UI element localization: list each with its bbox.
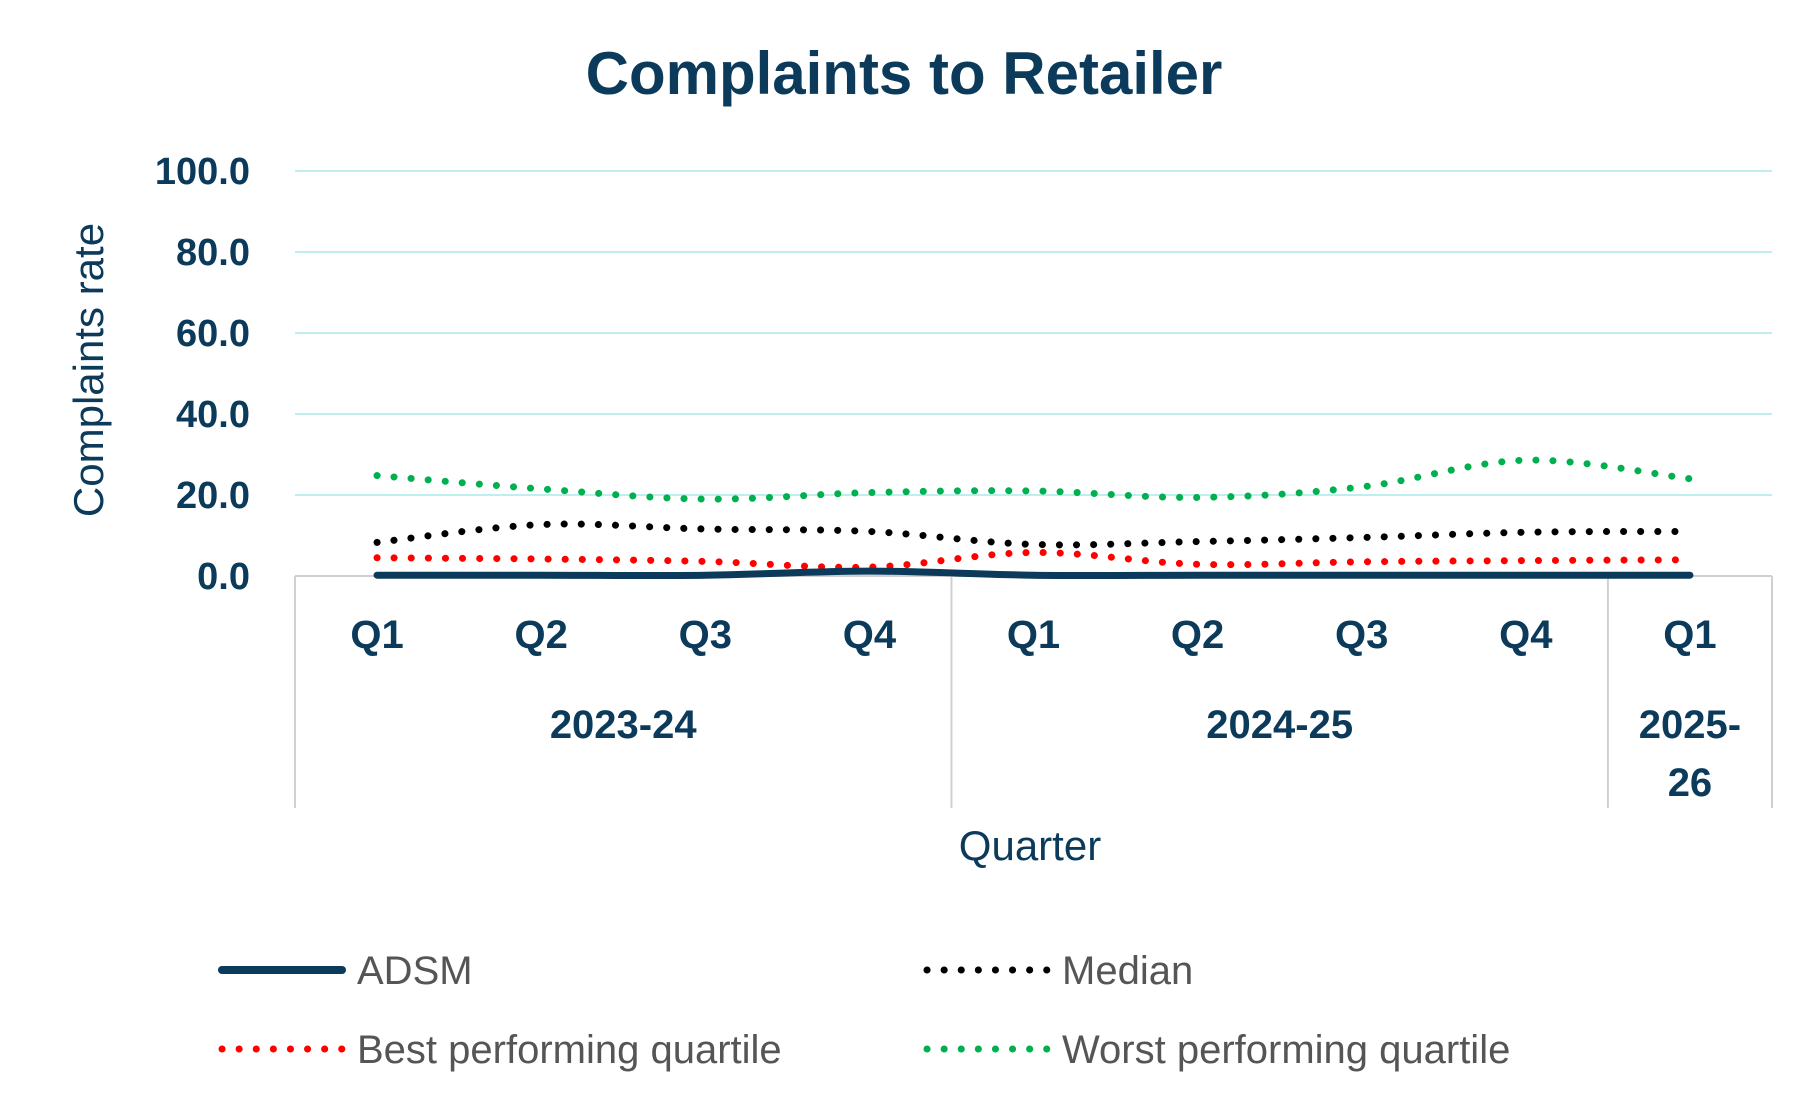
x-tick-label: Q1 (350, 613, 403, 657)
gridlines (295, 170, 1772, 577)
y-tick-label: 100.0 (155, 151, 250, 193)
x-tick-label: Q2 (514, 613, 567, 657)
series-lines (373, 456, 1694, 579)
chart-title: Complaints to Retailer (586, 40, 1223, 107)
x-axis: Q1 Q2 Q3 Q4 Q1 Q2 Q3 Q4 Q1 2023-24 2024-25 2025- 26 (294, 576, 1773, 808)
y-tick-label: 80.0 (176, 232, 250, 274)
legend-label: Best performing quartile (357, 1028, 782, 1072)
x-group-label: 2024-25 (1206, 703, 1353, 747)
series-line-adsm (373, 567, 1694, 579)
y-tick-label: 60.0 (176, 313, 250, 355)
x-group-label: 26 (1668, 761, 1713, 805)
legend-label: Median (1062, 949, 1193, 993)
x-tick-label: Q4 (1499, 613, 1553, 657)
x-group-label: 2023-24 (550, 703, 698, 747)
y-axis-ticks: 100.0 80.0 60.0 40.0 20.0 0.0 (155, 151, 250, 598)
x-tick-label: Q3 (679, 613, 732, 657)
series-line-best-performing-quartile (373, 549, 1694, 571)
legend: ADSM Median Best performing quartile Worst … (218, 949, 1510, 1072)
x-axis-label: Quarter (959, 822, 1101, 869)
legend-label: ADSM (357, 949, 473, 993)
y-tick-label: 0.0 (197, 556, 250, 598)
y-tick-label: 20.0 (176, 475, 250, 517)
legend-label: Worst performing quartile (1062, 1028, 1510, 1072)
y-axis-label: Complaints rate (65, 223, 112, 517)
x-tick-label: Q3 (1335, 613, 1388, 657)
x-tick-label: Q2 (1171, 613, 1224, 657)
x-tick-label: Q1 (1663, 613, 1716, 657)
series-line-worst-performing-quartile (373, 456, 1694, 503)
x-tick-label: Q4 (843, 613, 897, 657)
x-group-label: 2025- (1639, 703, 1741, 747)
y-tick-label: 40.0 (176, 394, 250, 436)
series-line-median (373, 520, 1694, 549)
x-tick-label: Q1 (1007, 613, 1060, 657)
